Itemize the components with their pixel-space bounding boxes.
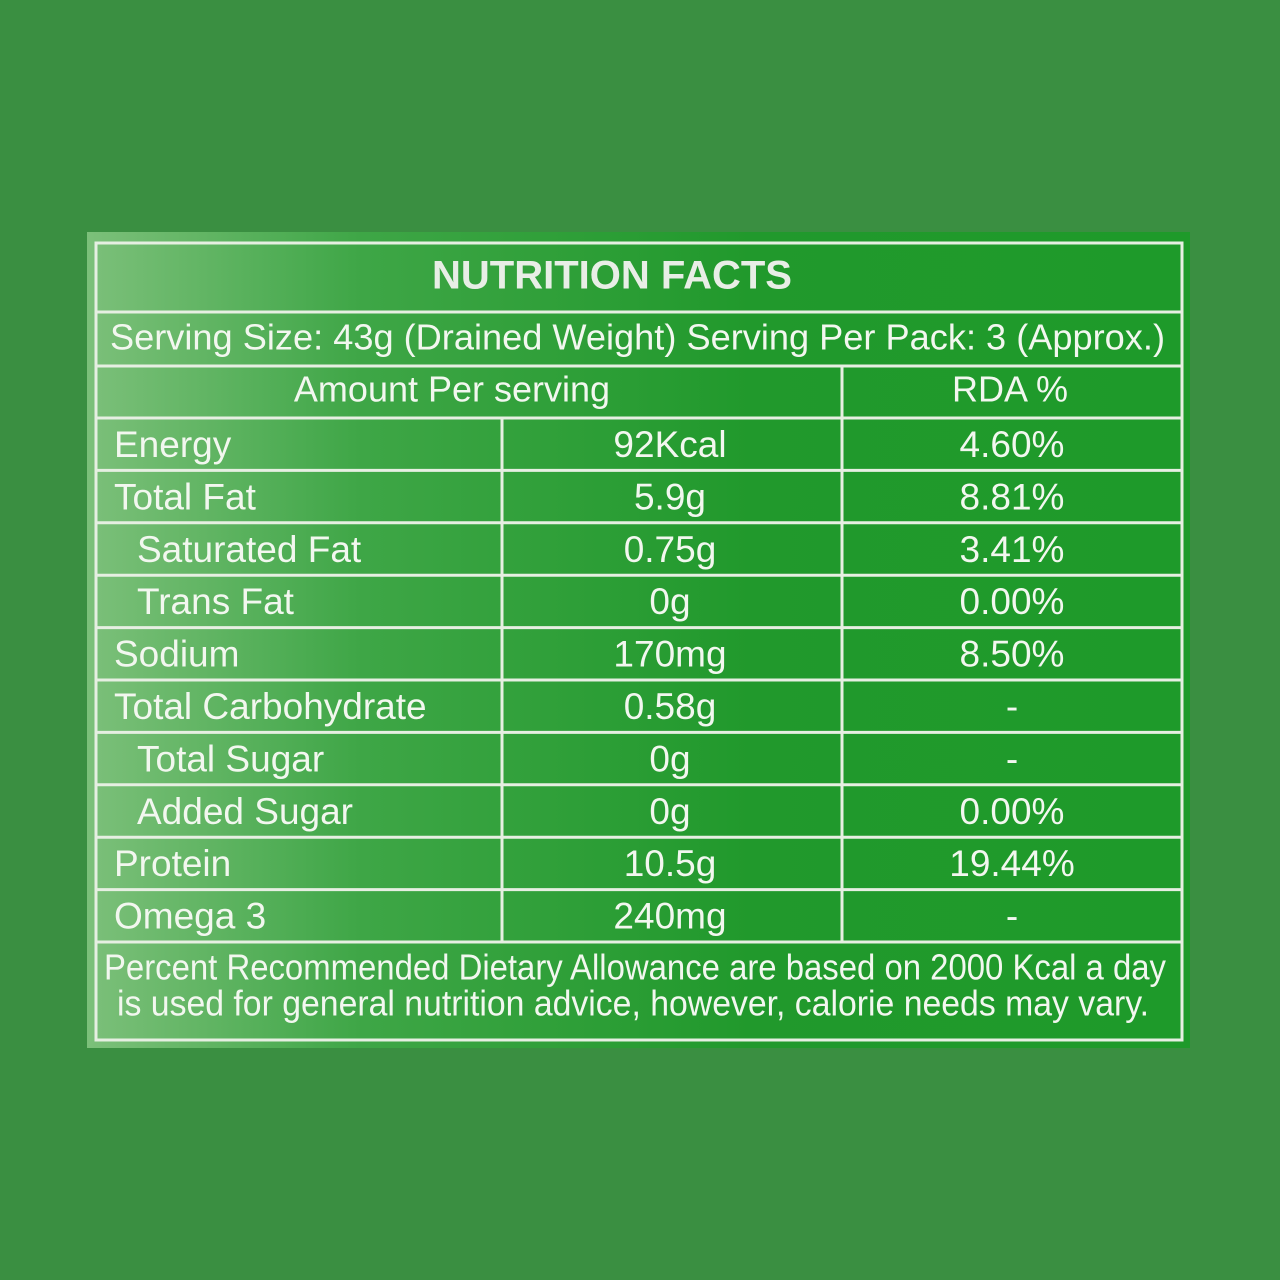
nutrient-name: Protein [114, 843, 231, 884]
nutrient-rda: 3.41% [960, 529, 1065, 570]
nutrient-rda: - [1006, 738, 1018, 779]
nutrient-name: Added Sugar [137, 791, 353, 832]
nutrient-amount: 0.58g [624, 686, 717, 727]
label-panel [87, 232, 1190, 1048]
table-lines [96, 310, 1182, 944]
nutrient-rda: 8.50% [960, 634, 1065, 675]
nutrient-name: Total Fat [114, 476, 257, 517]
nutrient-amount: 170mg [613, 634, 726, 675]
nutrient-amount: 0.75g [624, 529, 717, 570]
nutrient-name: Sodium [114, 634, 239, 675]
nutrient-amount: 0g [649, 738, 690, 779]
footer-note: is used for general nutrition advice, ho… [117, 983, 1149, 1024]
nutrient-name: Total Sugar [137, 738, 324, 779]
nutrient-amount: 0g [649, 581, 690, 622]
nutrient-rda: 0.00% [960, 581, 1065, 622]
serving-info: Serving Size: 43g (Drained Weight) Servi… [110, 317, 1165, 358]
nutrient-rda: 4.60% [960, 424, 1065, 465]
label-border [94, 241, 1184, 1042]
nutrient-rda: 19.44% [949, 843, 1075, 884]
nutrient-amount: 0g [649, 791, 690, 832]
nutrient-name: Omega 3 [114, 896, 266, 937]
nutrient-rda: 8.81% [960, 476, 1065, 517]
nutrient-name: Trans Fat [137, 581, 295, 622]
title: NUTRITION FACTS [432, 254, 792, 298]
nutrient-rda: - [1006, 896, 1018, 937]
nutrient-rda: 0.00% [960, 791, 1065, 832]
nutrient-amount: 240mg [613, 896, 726, 937]
footer-note: Percent Recommended Dietary Allowance ar… [104, 947, 1166, 988]
header-amount: Amount Per serving [294, 369, 610, 410]
nutrient-name: Saturated Fat [137, 529, 362, 570]
nutrient-rda: - [1006, 686, 1018, 727]
nutrient-name: Total Carbohydrate [114, 686, 427, 727]
header-rda: RDA % [952, 369, 1068, 410]
nutrient-name: Energy [114, 424, 232, 465]
nutrient-amount: 5.9g [634, 476, 706, 517]
table-text: NUTRITION FACTS Serving Size: 43g (Drain… [104, 254, 1166, 1024]
nutrient-amount: 92Kcal [613, 424, 726, 465]
nutrient-amount: 10.5g [624, 843, 717, 884]
